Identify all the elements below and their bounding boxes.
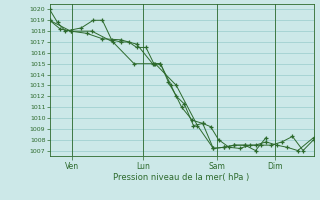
- X-axis label: Pression niveau de la mer( hPa ): Pression niveau de la mer( hPa ): [114, 173, 250, 182]
